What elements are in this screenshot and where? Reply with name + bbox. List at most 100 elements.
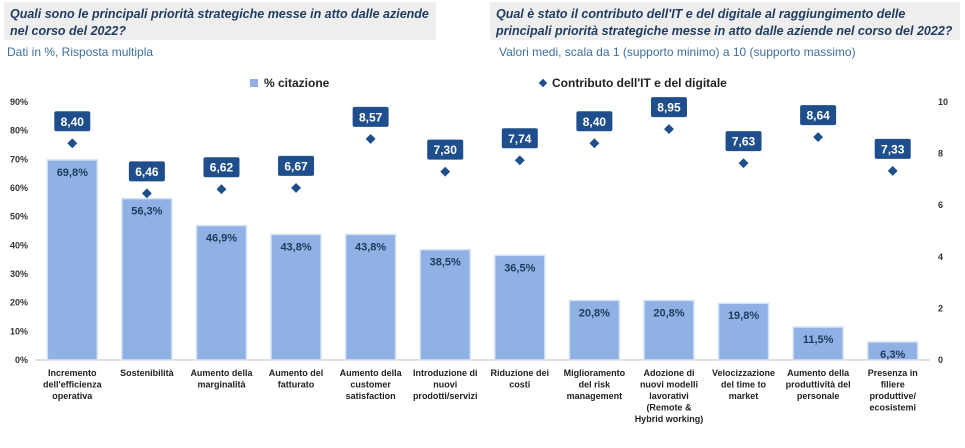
score-value-label: 6,67 [284,159,308,173]
bar-value-label: 46,9% [206,233,237,245]
category-label: Aumento del [269,368,324,378]
score-value-label: 8,40 [61,115,85,129]
score-value-label: 8,64 [806,109,830,123]
bar [270,233,322,361]
score-value-label: 7,33 [881,142,905,156]
y-left-tick-label: 70% [10,154,28,164]
diamond-marker [291,182,301,193]
diamond-marker [141,188,152,199]
category-label: operativa [52,391,93,401]
category-label: (Remote & [646,403,692,413]
combo-chart: 0% 10% 20% 30% 40% 50% 60% 70% 80% 90% 0 2 4 6 8 10 69,8… [10,97,948,424]
bar [121,197,173,361]
bar-value-label: 43,8% [280,241,311,253]
score-label-box [128,161,165,182]
category-label: del time to [721,380,767,390]
category-label: filiere [881,380,905,390]
bar [866,341,919,361]
diamond-marker [216,184,227,195]
score-label-box [725,131,762,152]
bar-value-label: 6,3% [880,349,905,361]
category-label: costi [509,380,530,390]
legend-dot-series: Contributo dell'IT e del digitale [538,76,727,90]
bar [494,254,546,361]
category-label: customer [350,380,391,390]
y-right-tick-label: 10 [938,97,948,107]
category-label: ecosistemi [869,403,916,413]
category-label: nuovi [433,380,457,390]
y-left-tick-label: 20% [10,298,28,308]
score-value-label: 7,30 [434,143,458,157]
bar [792,326,844,361]
score-value-label: 6,46 [135,165,159,179]
legend-diamond-swatch [538,78,548,88]
diamond-marker [514,155,525,166]
bar [643,299,695,361]
bar-value-label: 19,8% [728,310,759,322]
category-label: Miglioramento [564,368,626,378]
bar-value-label: 36,5% [504,262,535,274]
y-right-tick-label: 6 [938,200,943,210]
y-left-tick-label: 0% [15,355,28,365]
question-left: Quali sono le principali priorità strate… [4,2,436,40]
score-value-label: 8,95 [657,101,681,115]
category-label: Aumento della [340,368,403,378]
y-left-tick-label: 30% [10,269,28,279]
y-right-tick-label: 4 [938,252,943,262]
bar [46,159,99,361]
category-label: market [729,391,759,401]
score-value-label: 6,62 [210,161,234,175]
category-label: nuovi modelli [640,380,698,390]
category-label: management [567,391,623,401]
bar-value-label: 38,5% [430,257,461,269]
diamond-marker [664,124,674,135]
category-label: satisfaction [346,391,396,401]
y-left-tick-label: 80% [10,126,28,136]
score-label-box [576,111,613,132]
category-label: Aumento della [787,368,850,378]
bar-value-label: 20,8% [653,307,684,319]
category-label: Riduzione dei [491,368,550,378]
diamond-marker [440,166,451,177]
score-label-box [54,111,91,132]
category-label: lavorativi [649,391,689,401]
score-label-box [427,139,464,160]
category-label: Presenza in [868,368,918,378]
category-label: Aumento della [190,368,253,378]
score-value-label: 7,74 [508,132,532,146]
bar-value-label: 56,3% [131,206,162,218]
score-value-label: 8,57 [359,110,383,124]
bar [568,299,621,361]
category-label: del risk [579,380,612,390]
y-left-tick-label: 50% [10,212,28,222]
y-left-tick-label: 40% [10,240,28,250]
score-label-box [203,157,240,178]
score-label-box [874,138,911,159]
legend-bar-label: % citazione [264,76,330,90]
category-label: fatturato [278,380,315,390]
diamond-marker [813,132,824,143]
bar-value-label: 69,8% [57,167,88,179]
legend-bar-series: % citazione [250,76,329,90]
score-value-label: 7,63 [732,135,756,149]
score-label-box [278,155,315,176]
y-right-tick-label: 0 [938,355,943,365]
score-value-label: 8,40 [583,115,607,129]
legend-dot-label: Contributo dell'IT e del digitale [552,76,727,90]
bar [419,248,471,361]
score-label-box [501,128,538,149]
diamond-marker [738,158,749,169]
bar-value-label: 20,8% [579,307,610,319]
question-right: Qual è stato il contributo dell'IT e del… [490,2,960,40]
bar [717,302,770,361]
category-label: Hybrid working) [635,414,704,424]
category-label: Sostenibilità [120,368,175,378]
subtitle-left: Dati in %, Risposta multipla [7,45,154,59]
category-label: prodotti/servizi [413,391,478,401]
category-label: personale [797,391,840,401]
bar-value-label: 43,8% [355,241,386,253]
category-label: Incremento [48,368,97,378]
diamond-marker [887,165,898,176]
y-left-tick-label: 90% [10,97,28,107]
legend-bar-swatch [250,79,258,87]
